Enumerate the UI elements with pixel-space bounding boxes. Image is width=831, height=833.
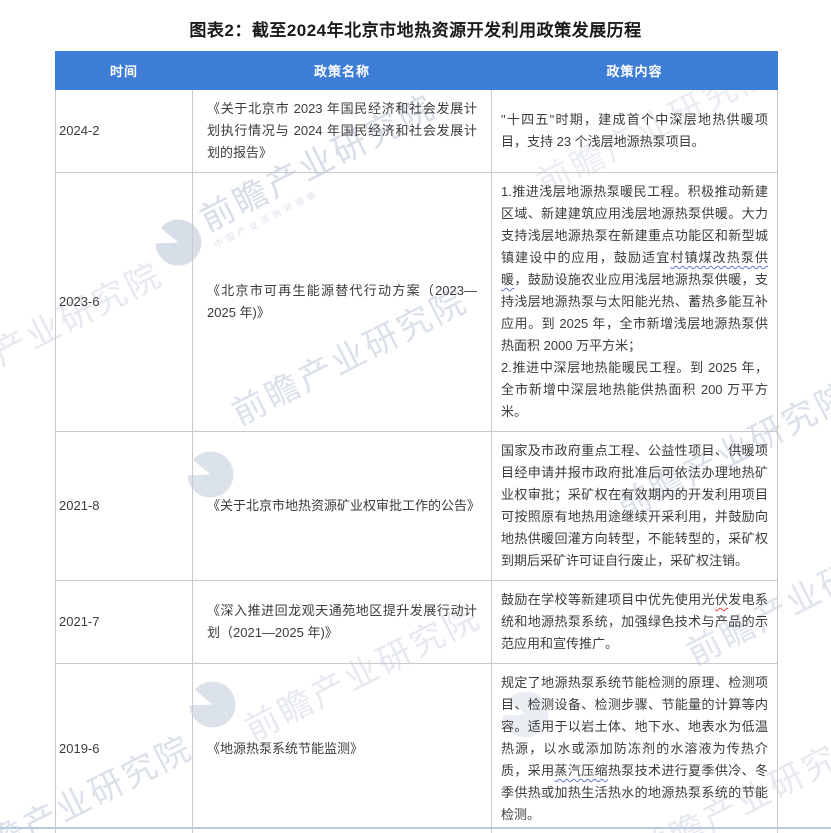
chart-title: 图表2：截至2024年北京市地热资源开发利用政策发展历程 [189, 21, 642, 40]
policy-content: 国家及市政府重点工程、公益性项目、供暖项目经申请并报市政府批准后可依法办理地热矿… [491, 431, 778, 581]
table-header-row: 时间 政策名称 政策内容 [55, 51, 778, 90]
policy-time: 2023-6 [55, 172, 193, 432]
table-row: 2021-7 《深入推进回龙观天通苑地区提升发展行动计划（2021—2025 年… [55, 580, 778, 664]
content-segment: 1.推进浅层地源热泵暖民工程。积极推动新建区域、新建建筑应用浅层地源热泵供暖。大… [501, 184, 768, 265]
content-segment: 热泵技术进行夏季供冷、冬季供热或加热生活热水的地源热泵系统的节能检测。 [501, 763, 768, 822]
policy-content: "十四五"时期，建成首个中深层地热供暖项目，支持 23 个浅层地源热泵项目。 [491, 89, 778, 173]
table-row: 2021-8 《关于北京市地热资源矿业权审批工作的公告》 国家及市政府重点工程、… [55, 431, 778, 581]
policy-table: 时间 政策名称 政策内容 2024-2 《关于北京市 2023 年国民经济和社会… [55, 51, 778, 833]
policy-name: 《关于北京市 2023 年国民经济和社会发展计划执行情况与 2024 年国民经济… [192, 89, 492, 173]
content-segment: 2.推进中深层地热能暖民工程。到 2025 年，全市新增中深层地热能供热面积 2… [501, 360, 768, 419]
col-header-policy-content: 政策内容 [491, 51, 778, 90]
policy-time: 2021-7 [55, 580, 193, 664]
policy-name: 《深入推进回龙观天通苑地区提升发展行动计划（2021—2025 年)》 [192, 580, 492, 664]
table-row: 2023-6 《北京市可再生能源替代行动方案（2023—2025 年)》 1.推… [55, 172, 778, 432]
page-bottom-divider [0, 827, 831, 829]
policy-content: 鼓励在学校等新建项目中优先使用光伏发电系统和地源热泵系统，加强绿色技术与产品的示… [491, 580, 778, 664]
policy-time: 2021-8 [55, 431, 193, 581]
policy-name: 《地源热泵系统节能监测》 [192, 663, 492, 833]
content-segment: 发电系统和地源热泵系统，加强绿色技术与产品的示范应用和宣传推广。 [501, 592, 768, 651]
policy-table-wrapper: 时间 政策名称 政策内容 2024-2 《关于北京市 2023 年国民经济和社会… [0, 51, 831, 833]
policy-time: 2019-6 [55, 663, 193, 833]
policy-content: 规定了地源热泵系统节能检测的原理、检测项目、检测设备、检测步骤、节能量的计算等内… [491, 663, 778, 833]
content-segment: 国家及市政府重点工程、公益性项目、供暖项目经申请并报市政府批准后可依法办理地热矿… [501, 443, 768, 568]
content-segment: ，鼓励设施农业应用浅层地源热泵供暖，支持浅层地源热泵与太阳能光热、蓄热多能互补应… [501, 272, 768, 353]
policy-content: 1.推进浅层地源热泵暖民工程。积极推动新建区域、新建建筑应用浅层地源热泵供暖。大… [491, 172, 778, 432]
table-row: 2019-6 《地源热泵系统节能监测》 规定了地源热泵系统节能检测的原理、检测项… [55, 663, 778, 833]
policy-time: 2024-2 [55, 89, 193, 173]
content-segment: "十四五"时期，建成首个中深层地热供暖项目，支持 23 个浅层地源热泵项目。 [501, 112, 768, 149]
policy-name: 《关于北京市地热资源矿业权审批工作的公告》 [192, 431, 492, 581]
content-segment-marked: 蒸汽压缩 [554, 763, 608, 778]
col-header-time: 时间 [55, 51, 193, 90]
content-segment: 规定了地源热泵系统节能检测的原理、检测项目、检测设备、检测步骤、节能量的计算等内… [501, 675, 768, 778]
content-segment-marked: 伏 [714, 592, 729, 607]
col-header-policy-name: 政策名称 [192, 51, 492, 90]
content-segment-marked: 村镇煤改热泵供暖 [501, 250, 768, 287]
table-row: 2024-2 《关于北京市 2023 年国民经济和社会发展计划执行情况与 202… [55, 89, 778, 173]
content-segment: 鼓励在学校等新建项目中优先使用光 [501, 592, 715, 607]
policy-name: 《北京市可再生能源替代行动方案（2023—2025 年)》 [192, 172, 492, 432]
